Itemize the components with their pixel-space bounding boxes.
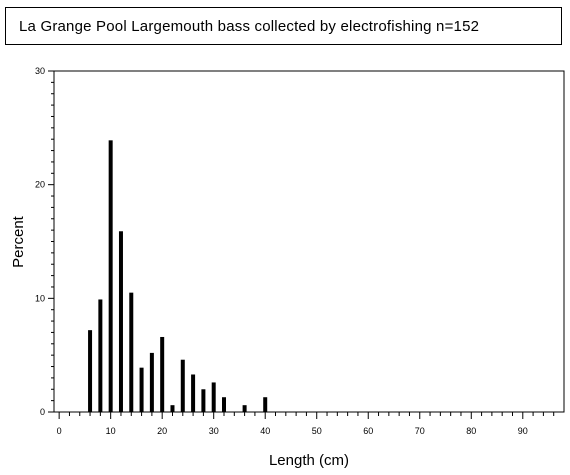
y-axis-ticks: 0 10 20 30: [35, 66, 54, 417]
bar: [88, 330, 93, 412]
y-tick-label: 10: [35, 293, 45, 303]
bar: [108, 140, 113, 412]
bars: [88, 140, 268, 412]
chart-title: La Grange Pool Largemouth bass collected…: [19, 18, 480, 35]
x-tick-label: 0: [57, 426, 62, 436]
x-tick-label: 70: [415, 426, 425, 436]
bar: [201, 389, 206, 412]
x-minor-ticks: [68, 412, 555, 416]
bar: [98, 299, 103, 412]
x-tick-label: 60: [363, 426, 373, 436]
bar: [242, 405, 247, 412]
y-minor-ticks: [51, 81, 54, 402]
bar: [160, 336, 165, 412]
x-tick-label: 90: [518, 426, 528, 436]
x-axis-ticks: 0 10 20 30 40 50 60 70 80 90: [57, 412, 528, 436]
x-axis-label: Length (cm): [269, 452, 349, 469]
bar: [129, 292, 134, 412]
bar: [222, 397, 226, 412]
bar: [263, 397, 268, 412]
bar: [139, 367, 144, 412]
bar: [170, 405, 175, 412]
y-tick-label: 0: [40, 407, 45, 417]
x-tick-label: 30: [209, 426, 219, 436]
bar: [118, 231, 123, 412]
bar: [149, 352, 154, 412]
bar: [211, 382, 216, 412]
chart-title-box: La Grange Pool Largemouth bass collected…: [5, 7, 562, 45]
y-tick-label: 30: [35, 66, 45, 76]
x-tick-label: 10: [106, 426, 116, 436]
x-tick-label: 20: [157, 426, 167, 436]
x-tick-label: 80: [466, 426, 476, 436]
y-tick-label: 20: [35, 180, 45, 190]
bar: [191, 374, 196, 412]
x-tick-label: 50: [312, 426, 322, 436]
y-axis-label: Percent: [10, 215, 27, 268]
x-tick-label: 40: [260, 426, 270, 436]
bar: [180, 359, 185, 412]
